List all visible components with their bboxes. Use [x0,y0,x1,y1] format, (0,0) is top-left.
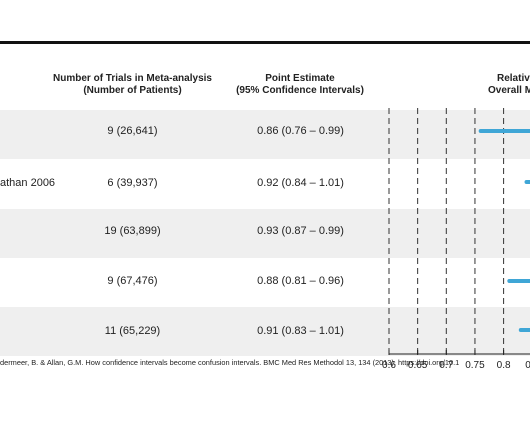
estimate-value: 0.91 (0.83 – 1.01) [257,325,344,337]
trials-column-header: Number of Trials in Meta-analysis (Numbe… [40,73,225,97]
row-band-3 [0,209,530,258]
x-tick-label: 0.8 [525,360,530,371]
trials-header-line2: (Number of Patients) [83,85,182,96]
trials-value: 9 (67,476) [107,275,158,287]
trials-value: 19 (63,899) [104,225,161,237]
trials-value: 9 (26,641) [107,125,158,137]
estimate-value: 0.92 (0.84 – 1.01) [257,177,344,189]
source-citation: dermeer, B. & Allan, G.M. How confidence… [0,358,460,367]
table-top-rule [0,41,530,44]
trials-value: 6 (39,937) [107,177,158,189]
row-band-5 [0,307,530,356]
rr-header-line1: Relativ [497,73,530,84]
estimate-header-line2: (95% Confidence Intervals) [236,85,364,96]
estimate-value: 0.88 (0.81 – 0.96) [257,275,344,287]
rr-header-line2: Overall M [488,85,530,96]
estimate-header-line1: Point Estimate [265,73,335,84]
x-tick-label: 0.8 [497,360,511,371]
trials-header-line1: Number of Trials in Meta-analysis [53,73,212,84]
estimate-value: 0.93 (0.87 – 0.99) [257,225,344,237]
trials-value: 11 (65,229) [104,325,161,337]
rr-column-header: Relativ Overall M [484,73,530,97]
estimate-value: 0.86 (0.76 – 0.99) [257,125,344,137]
estimate-column-header: Point Estimate (95% Confidence Intervals… [215,73,385,97]
x-tick-label: 0.75 [465,360,485,371]
row-band-1 [0,110,530,159]
study-label: athan 2006 [0,177,56,189]
